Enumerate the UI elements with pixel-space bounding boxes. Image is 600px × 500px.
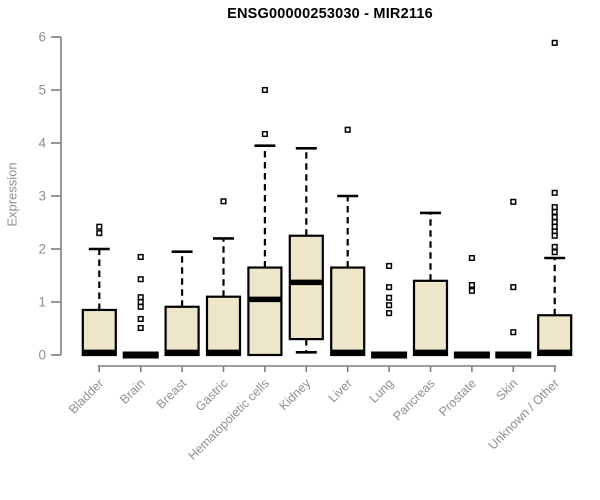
box — [330, 266, 366, 357]
box-group-pancreas — [412, 211, 449, 357]
x-tick-label-gastric: Gastric — [193, 376, 231, 414]
y-tick-label: 1 — [38, 295, 46, 310]
x-tick-label-skin: Skin — [493, 376, 520, 403]
x-tick-label-liver: Liver — [326, 376, 355, 405]
y-tick-label: 4 — [38, 136, 46, 151]
outlier-point — [551, 208, 558, 215]
outlier-point — [137, 276, 144, 283]
x-tick-label-hematopoietic-cells: Hematopoietic cells — [185, 376, 272, 463]
median-line — [453, 351, 490, 359]
outlier-point — [220, 198, 227, 205]
box-group-bladder — [81, 223, 117, 357]
y-axis: 0 1 2 3 4 5 6 — [38, 30, 62, 363]
median-line — [495, 351, 532, 359]
y-axis-label: Expression — [4, 162, 20, 227]
outlier-point — [510, 284, 517, 291]
outlier-point — [386, 302, 393, 309]
outlier-point — [510, 329, 517, 336]
x-tick-label-kidney: Kidney — [276, 376, 313, 413]
median-line — [122, 351, 159, 359]
outlier-point — [551, 204, 558, 211]
outlier-point — [551, 214, 558, 221]
x-tick-label-bladder: Bladder — [66, 376, 106, 416]
outlier-point — [137, 253, 144, 260]
outlier-point — [468, 254, 475, 262]
outlier-point — [468, 287, 475, 294]
median-line — [371, 351, 408, 359]
x-tick-label-lung: Lung — [367, 376, 397, 406]
outlier-point — [551, 223, 558, 230]
box-group-skin — [495, 198, 532, 359]
outlier-point — [344, 126, 351, 133]
outlier-point — [96, 223, 103, 230]
box — [81, 308, 117, 357]
y-tick-label: 6 — [38, 30, 46, 45]
outlier-point — [137, 303, 144, 310]
chart-title: ENSG00000253030 - MIR2116 — [227, 6, 433, 22]
x-tick-label-pancreas: Pancreas — [390, 376, 437, 423]
outlier-point — [137, 315, 144, 323]
x-tick-label-unknown-other: Unknown / Other — [486, 376, 562, 452]
outlier-point — [261, 86, 268, 94]
box — [288, 234, 324, 341]
y-tick-label: 3 — [38, 189, 46, 204]
outlier-point — [551, 189, 558, 196]
box-group-hematopoietic-cells — [247, 86, 283, 357]
outlier-point — [386, 262, 393, 270]
outlier-point — [386, 310, 393, 317]
y-tick-label: 2 — [38, 242, 46, 257]
x-tick-label-breast: Breast — [154, 376, 190, 412]
outlier-point — [137, 294, 144, 301]
outlier-point — [96, 230, 103, 237]
box-group-unknown-other — [537, 39, 573, 357]
outlier-point — [137, 324, 144, 332]
box — [537, 314, 573, 357]
outlier-point — [551, 243, 558, 250]
outlier-point — [551, 232, 558, 239]
outlier-point — [551, 218, 558, 226]
outlier-point — [468, 281, 475, 289]
box — [205, 295, 242, 357]
box-group-liver — [330, 126, 366, 357]
y-tick-label: 5 — [38, 83, 46, 98]
box — [164, 305, 200, 357]
outlier-point — [551, 249, 558, 256]
box-group-breast — [164, 250, 200, 357]
x-tick-label-prostate: Prostate — [436, 376, 479, 419]
box-group-kidney — [288, 147, 324, 354]
outlier-point — [551, 39, 558, 46]
outlier-point — [261, 130, 268, 138]
box — [412, 279, 449, 357]
box-group-brain — [122, 253, 159, 359]
box — [247, 266, 283, 357]
box-group-gastric — [205, 198, 242, 357]
y-tick-label: 0 — [38, 348, 46, 363]
outlier-point — [510, 198, 517, 205]
box-group-lung — [371, 262, 408, 359]
outlier-point — [137, 298, 144, 306]
box-group-prostate — [453, 254, 490, 359]
outlier-point — [386, 294, 393, 301]
x-tick-label-brain: Brain — [117, 376, 148, 407]
outlier-point — [386, 284, 393, 291]
